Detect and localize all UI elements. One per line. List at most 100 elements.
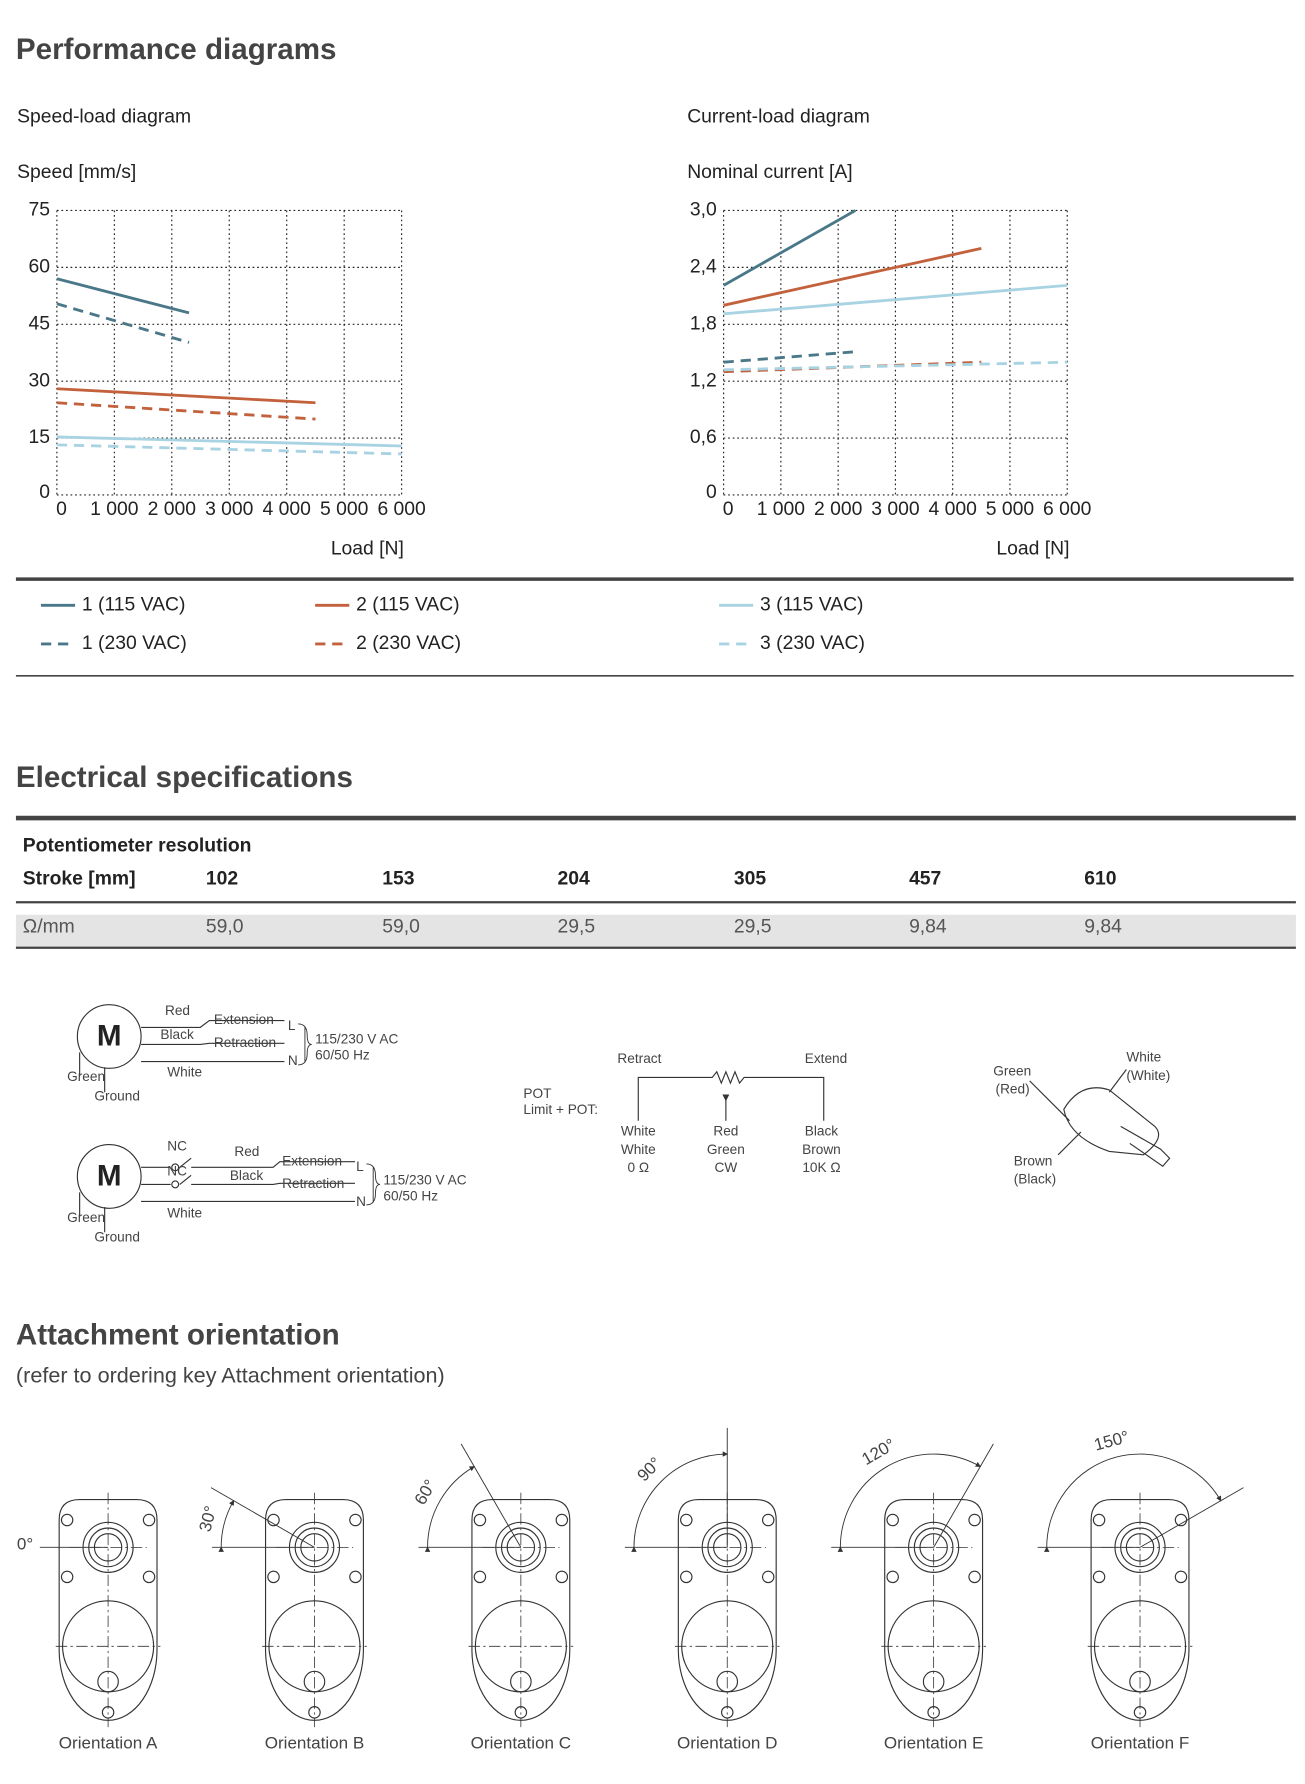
table-header: 305 xyxy=(734,868,766,890)
wiring-label: NC xyxy=(167,1163,187,1178)
legend-label: 2 (115 VAC) xyxy=(356,593,459,615)
x-tick-label: 2 000 xyxy=(148,498,196,520)
legend-label: 3 (230 VAC) xyxy=(760,632,865,654)
wiring-label: White xyxy=(167,1065,202,1080)
x-tick-label: 5 000 xyxy=(986,498,1034,520)
y-tick-label: 60 xyxy=(29,255,50,277)
series-line xyxy=(723,350,856,364)
legend-label: 1 (115 VAC) xyxy=(82,593,185,615)
y-tick-label: 15 xyxy=(29,426,50,448)
y-axis-label: Speed [mm/s] xyxy=(17,161,136,183)
table-title: Potentiometer resolution xyxy=(23,835,252,857)
y-tick-label: 30 xyxy=(29,369,50,391)
angle-line xyxy=(460,1443,522,1548)
outline xyxy=(55,1492,161,1728)
y-tick-label: 0 xyxy=(39,481,50,503)
outline xyxy=(264,1498,364,1721)
y-tick-label: 1,2 xyxy=(690,369,717,391)
pot-label: White xyxy=(621,1142,656,1157)
sensor-label: (Red) xyxy=(996,1082,1030,1097)
section-title: Electrical specifications xyxy=(16,761,353,794)
hole xyxy=(142,1513,156,1527)
angle-label: 0° xyxy=(17,1535,33,1554)
series-line xyxy=(56,401,316,421)
series-line xyxy=(56,277,190,315)
wiring-label: Green xyxy=(67,1069,105,1084)
wiring-label: Extension xyxy=(282,1153,342,1168)
wiring-label: N xyxy=(356,1194,366,1209)
y-axis-label: Nominal current [A] xyxy=(687,161,852,183)
angle-line xyxy=(1139,1487,1244,1548)
orientation-caption: Orientation F xyxy=(1091,1734,1190,1753)
orientation-caption: Orientation D xyxy=(677,1734,777,1753)
series-line xyxy=(722,209,857,287)
angle-arc xyxy=(424,1466,476,1552)
angle-line xyxy=(210,1487,315,1548)
section-title: Performance diagrams xyxy=(16,33,337,66)
table-cell: Ω/mm xyxy=(23,915,75,937)
hole xyxy=(680,1513,693,1527)
hole xyxy=(349,1570,362,1584)
wiring-drawing xyxy=(76,1004,1171,1233)
hole xyxy=(60,1513,74,1527)
hole xyxy=(60,1570,74,1584)
pot-label: White xyxy=(621,1124,656,1139)
table-cell: 59,0 xyxy=(382,915,420,937)
pot-label: Brown xyxy=(802,1142,841,1157)
pot-label: 0 Ω xyxy=(627,1160,649,1175)
chart-title: Current-load diagram xyxy=(687,105,870,127)
pot-label: Extend xyxy=(805,1051,847,1066)
wiring-label: M xyxy=(97,1019,122,1052)
wiring-label: Retraction xyxy=(282,1176,344,1191)
wiring-label: NC xyxy=(167,1138,187,1153)
series-line xyxy=(56,443,402,456)
orientation-drawing xyxy=(418,1443,574,1728)
hole xyxy=(761,1513,775,1527)
series-line xyxy=(723,247,982,307)
hole xyxy=(886,1513,899,1527)
pot-label: Green xyxy=(707,1142,745,1157)
x-tick-label: 3 000 xyxy=(871,498,919,520)
y-tick-label: 75 xyxy=(29,199,50,221)
orientation-drawing xyxy=(624,1427,780,1728)
hole xyxy=(1092,1513,1106,1527)
angle-arc xyxy=(631,1451,729,1552)
wiring-label: L xyxy=(356,1159,364,1174)
pot-label: Retract xyxy=(617,1051,661,1066)
legend-label: 1 (230 VAC) xyxy=(82,632,187,654)
pot-label: 10K Ω xyxy=(802,1160,840,1175)
angle-arc xyxy=(218,1499,235,1552)
wiring-label: N xyxy=(288,1053,298,1068)
hole xyxy=(968,1570,981,1584)
hole xyxy=(1174,1570,1188,1584)
series-line xyxy=(723,360,1068,372)
table-header: 457 xyxy=(909,868,941,890)
angle-arc xyxy=(837,1453,982,1552)
angle-label: 90° xyxy=(633,1454,665,1486)
x-tick-label: 4 000 xyxy=(263,498,311,520)
hole xyxy=(680,1570,693,1584)
table-header: Stroke [mm] xyxy=(23,868,136,890)
table-cell: 59,0 xyxy=(206,915,244,937)
orientation-drawing xyxy=(39,1492,161,1728)
hole xyxy=(473,1570,487,1584)
pot-label: POT xyxy=(523,1086,552,1101)
y-tick-label: 3,0 xyxy=(690,199,717,221)
wiring-label: White xyxy=(167,1206,202,1221)
hole xyxy=(555,1570,569,1584)
x-tick-label: 2 000 xyxy=(814,498,862,520)
section-note: (refer to ordering key Attachment orient… xyxy=(16,1362,445,1387)
sensor-label: White xyxy=(1126,1050,1161,1065)
hole xyxy=(968,1513,981,1527)
table-header: 204 xyxy=(557,868,589,890)
outline xyxy=(471,1498,571,1721)
legend-label: 3 (115 VAC) xyxy=(760,593,863,615)
legend-label: 2 (230 VAC) xyxy=(356,632,461,654)
sensor-label: Brown xyxy=(1014,1153,1053,1168)
x-axis-label: Load [N] xyxy=(996,538,1069,560)
orientation-caption: Orientation C xyxy=(471,1734,571,1753)
table-header: 153 xyxy=(382,868,414,890)
table-cell: 9,84 xyxy=(1084,915,1122,937)
wiring-label: Retraction xyxy=(214,1035,276,1050)
wiring-label: Red xyxy=(165,1003,190,1018)
